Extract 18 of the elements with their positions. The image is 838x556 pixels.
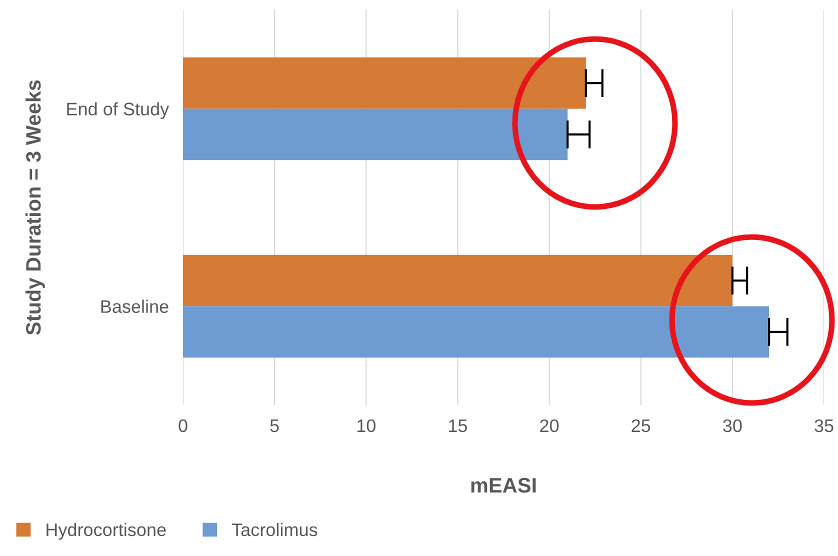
bar (183, 254, 732, 306)
x-tick-label: 30 (723, 419, 742, 432)
legend-label: Hydrocortisone (46, 522, 166, 540)
y-tick-label: Baseline (101, 300, 168, 313)
bar (183, 108, 568, 160)
x-tick-label: 15 (449, 420, 467, 432)
y-axis-title: Study Duration = 3 Weeks (25, 80, 45, 335)
x-tick-label: 10 (357, 419, 376, 432)
bar (183, 57, 586, 109)
y-tick-label: End of Study (67, 102, 170, 120)
legend-label: Tacrolimus (232, 522, 318, 536)
x-axis-title: mEASI (471, 478, 536, 493)
x-tick-label: 20 (540, 419, 559, 432)
bar (183, 306, 770, 358)
x-tick-label: 5 (270, 420, 279, 432)
x-tick-label: 35 (814, 419, 834, 432)
x-tick-label: 25 (632, 419, 650, 432)
x-tick-label: 0 (178, 419, 188, 432)
